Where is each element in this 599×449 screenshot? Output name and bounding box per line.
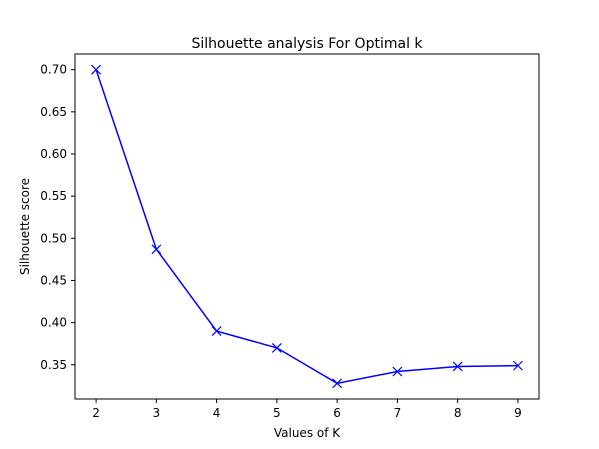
y-tick-label: 0.55 [40,189,67,203]
series-line [96,70,518,384]
data-point-marker [272,343,281,352]
y-axis-title: Silhouette score [18,178,32,275]
x-tick-label: 9 [514,406,522,420]
y-tick-label: 0.65 [40,105,67,119]
data-point-marker [152,245,161,254]
x-axis-ticks: 2 3 4 5 6 7 8 9 [92,399,521,420]
x-tick-label: 2 [92,406,100,420]
plot-area-frame [75,54,539,399]
x-tick-label: 7 [394,406,402,420]
chart-title: Silhouette analysis For Optimal k [191,36,423,52]
x-axis-title: Values of K [274,426,341,440]
series-layer [92,65,523,388]
y-tick-label: 0.70 [40,63,67,77]
y-tick-label: 0.35 [40,358,67,372]
y-tick-label: 0.45 [40,273,67,287]
y-axis-ticks: 0.35 0.40 0.45 0.50 0.55 0.60 0.65 0.70 [40,63,75,372]
data-point-marker [92,65,101,74]
data-point-marker [212,327,221,336]
x-tick-label: 8 [454,406,462,420]
x-tick-label: 6 [333,406,341,420]
x-tick-label: 5 [273,406,281,420]
y-tick-label: 0.50 [40,231,67,245]
x-tick-label: 3 [153,406,161,420]
y-tick-label: 0.60 [40,147,67,161]
y-tick-label: 0.40 [40,316,67,330]
x-tick-label: 4 [213,406,221,420]
